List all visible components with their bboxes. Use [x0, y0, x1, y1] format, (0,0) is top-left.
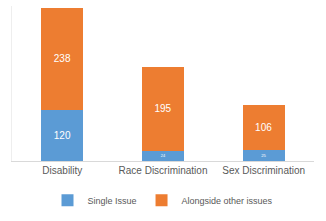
svg-text:Alongside other issues: Alongside other issues [182, 196, 273, 206]
svg-text:120: 120 [54, 130, 71, 141]
svg-text:Single Issue: Single Issue [88, 196, 137, 206]
svg-text:25: 25 [261, 153, 266, 158]
svg-text:106: 106 [255, 122, 272, 133]
svg-text:Race Discrimination: Race Discrimination [119, 165, 208, 176]
svg-text:Disability: Disability [42, 165, 82, 176]
svg-text:195: 195 [154, 103, 171, 114]
svg-text:Sex Discrimination: Sex Discrimination [222, 165, 305, 176]
svg-text:24: 24 [161, 153, 166, 158]
svg-text:238: 238 [54, 53, 71, 64]
